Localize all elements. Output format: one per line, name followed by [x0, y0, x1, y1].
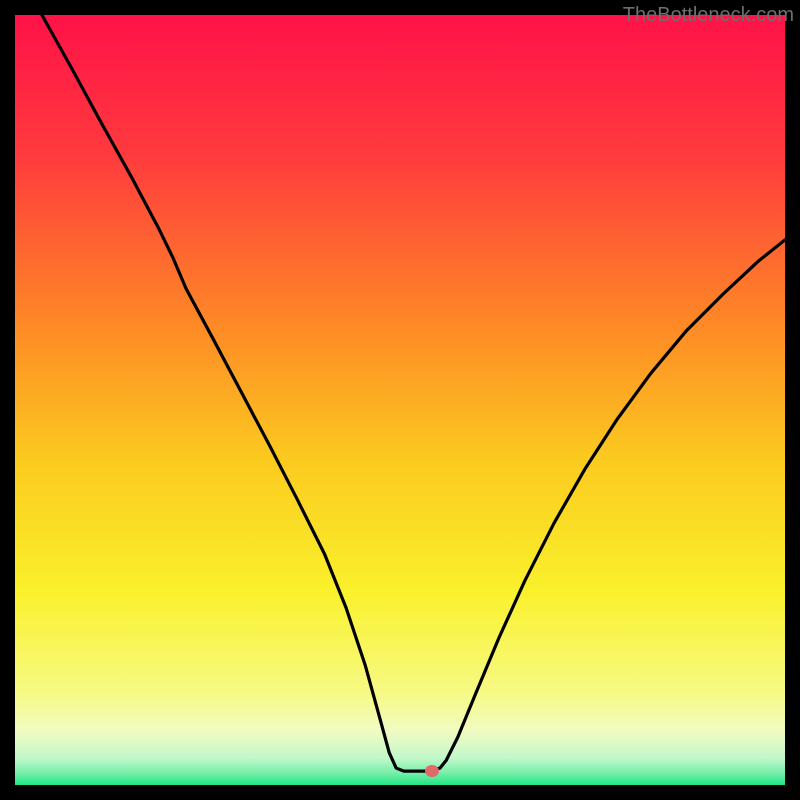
watermark-text: TheBottleneck.com: [623, 4, 794, 27]
chart-root: TheBottleneck.com: [0, 0, 800, 800]
bottleneck-curve: [15, 15, 785, 785]
curve-path: [42, 15, 785, 771]
